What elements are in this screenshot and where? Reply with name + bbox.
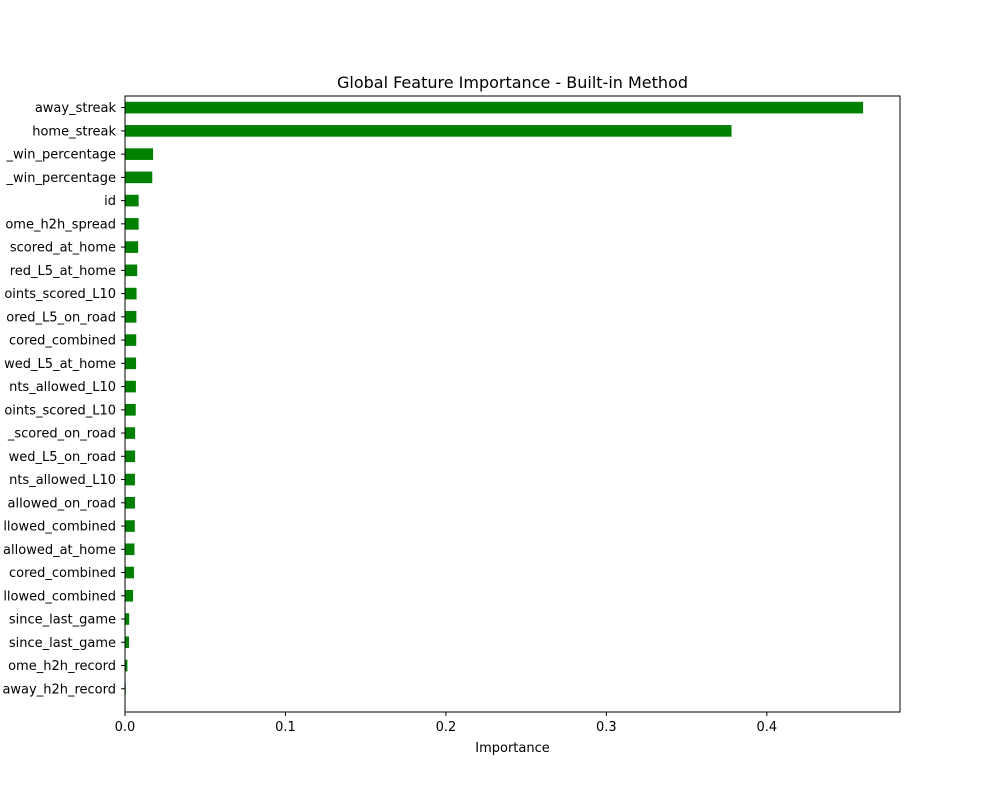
y-tick-label: since_last_game — [9, 636, 116, 651]
y-axis-ticks: away_streak home_streak _win_percentage _wi… — [2, 101, 125, 697]
bar-0 — [125, 101, 864, 114]
y-tick-label: ome_h2h_spread — [5, 217, 116, 232]
y-tick-label: scored_at_home — [10, 241, 116, 256]
bar-6 — [125, 241, 139, 253]
y-tick-label: away_h2h_record — [2, 682, 116, 697]
x-tick-label: 0.3 — [596, 720, 617, 735]
y-tick-label: oints_scored_L10 — [4, 287, 116, 302]
y-tick-label: since_last_game — [9, 613, 116, 628]
y-tick-label: llowed_combined — [3, 589, 116, 604]
y-tick-label: red_L5_at_home — [10, 264, 116, 279]
bar-8 — [125, 287, 137, 300]
bar-11 — [125, 357, 137, 370]
x-tick-label: 0.2 — [436, 720, 457, 735]
bar-3 — [125, 171, 153, 184]
y-tick-label: oints_scored_L10 — [4, 403, 116, 418]
x-tick-label: 0.1 — [275, 720, 296, 735]
y-tick-label: allowed_on_road — [8, 496, 116, 511]
y-tick-label: _win_percentage — [6, 148, 117, 163]
y-tick-label: wed_L5_at_home — [4, 357, 116, 372]
bar-21 — [125, 589, 134, 602]
bar-14 — [125, 427, 136, 439]
y-tick-label: nts_allowed_L10 — [9, 380, 116, 395]
bar-13 — [125, 404, 136, 416]
bars-group — [125, 101, 864, 695]
x-axis-label: Importance — [475, 741, 550, 756]
bar-17 — [125, 496, 135, 509]
bar-7 — [125, 264, 138, 277]
y-tick-label: id — [104, 194, 116, 209]
bar-24 — [125, 659, 128, 672]
chart-title: Global Feature Importance - Built-in Met… — [337, 73, 688, 92]
y-tick-label: cored_combined — [9, 566, 116, 581]
bar-19 — [125, 543, 135, 556]
y-tick-label: ome_h2h_record — [8, 659, 116, 674]
bar-2 — [125, 148, 154, 160]
bar-12 — [125, 380, 136, 393]
y-tick-label: ored_L5_on_road — [6, 310, 116, 325]
plot-frame — [124, 95, 901, 713]
y-tick-label: allowed_at_home — [3, 543, 116, 558]
x-tick-label: 0.4 — [756, 720, 777, 735]
bar-4 — [125, 194, 139, 207]
bar-5 — [125, 218, 139, 230]
bar-9 — [125, 311, 137, 323]
bar-18 — [125, 520, 135, 532]
y-tick-label: nts_allowed_L10 — [9, 473, 116, 488]
y-tick-label: away_streak — [35, 101, 117, 116]
bar-23 — [125, 636, 130, 649]
y-tick-label: llowed_combined — [3, 520, 116, 535]
bar-16 — [125, 473, 135, 486]
y-tick-label: _scored_on_road — [7, 427, 116, 442]
y-tick-label: _win_percentage — [6, 171, 117, 186]
bar-10 — [125, 334, 137, 346]
bar-15 — [125, 450, 136, 463]
y-tick-label: wed_L5_on_road — [9, 450, 116, 465]
y-tick-label: home_streak — [32, 124, 116, 139]
x-tick-label: 0.0 — [115, 720, 136, 735]
y-tick-label: cored_combined — [9, 334, 116, 349]
x-axis-ticks: 0.0 0.1 0.2 0.3 0.4 — [115, 712, 777, 735]
bar-1 — [125, 125, 732, 137]
bar-20 — [125, 566, 134, 579]
bar-22 — [125, 613, 130, 625]
